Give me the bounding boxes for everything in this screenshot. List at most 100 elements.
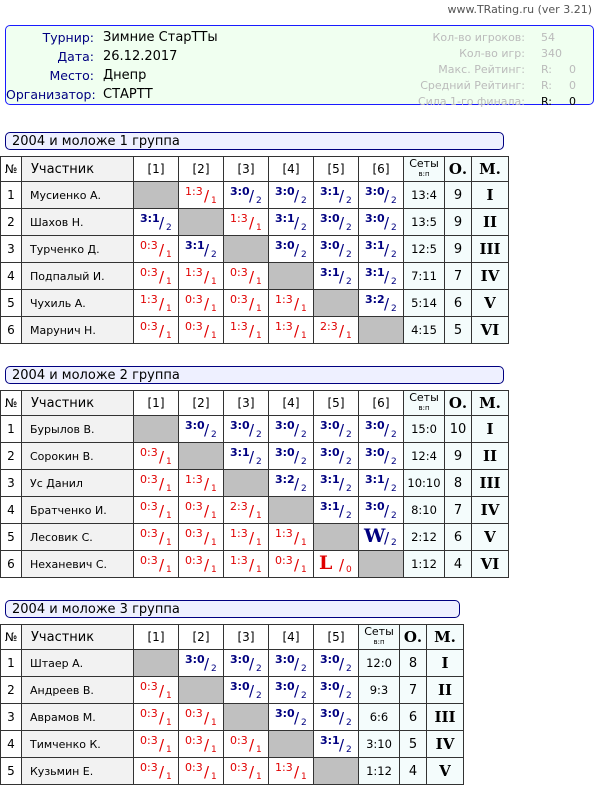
match-result-cell[interactable]: 3:0/2: [313, 442, 359, 470]
row-number: 4: [0, 262, 22, 290]
match-result-cell[interactable]: 3:0/2: [313, 415, 359, 443]
match-result-cell[interactable]: 3:0/2: [268, 649, 314, 677]
participant-name[interactable]: Подпалый И.: [21, 262, 134, 290]
participant-name[interactable]: Чухиль А.: [21, 289, 134, 317]
match-result-cell[interactable]: 1:3/1: [268, 523, 314, 551]
match-result-cell[interactable]: 0:3/1: [178, 523, 224, 551]
participant-name[interactable]: Ус Данил: [21, 469, 134, 497]
participant-name[interactable]: Сорокин В.: [21, 442, 134, 470]
match-result-cell[interactable]: 3:1/2: [133, 208, 179, 236]
match-result-cell[interactable]: 0:3/1: [178, 316, 224, 344]
match-result-cell[interactable]: 0:3/1: [178, 550, 224, 578]
match-result-cell[interactable]: 3:0/2: [358, 208, 404, 236]
match-result-cell[interactable]: 3:0/2: [313, 208, 359, 236]
match-result-cell[interactable]: 3:2/2: [358, 289, 404, 317]
match-result-cell[interactable]: 1:3/1: [223, 523, 269, 551]
participant-name[interactable]: Штаер А.: [21, 649, 134, 677]
match-result-cell[interactable]: 3:2/2: [268, 469, 314, 497]
match-result-cell[interactable]: 1:3/1: [223, 316, 269, 344]
match-result-cell[interactable]: 3:0/2: [268, 676, 314, 704]
match-result-cell[interactable]: 1:3/1: [268, 289, 314, 317]
match-result-cell[interactable]: 0:3/1: [178, 703, 224, 731]
match-result-cell[interactable]: 0:3/1: [178, 496, 224, 524]
match-result-cell[interactable]: 0:3/1: [133, 550, 179, 578]
match-result-cell[interactable]: 0:3/1: [133, 757, 179, 785]
match-result-cell[interactable]: 3:0/2: [223, 181, 269, 209]
match-result-cell[interactable]: L /0: [313, 550, 359, 578]
participant-name[interactable]: Неханевич С.: [21, 550, 134, 578]
match-result-cell[interactable]: 0:3/1: [133, 523, 179, 551]
participant-name[interactable]: Тимченко К.: [21, 730, 134, 758]
match-result-cell[interactable]: 3:0/2: [268, 442, 314, 470]
match-result-cell[interactable]: 3:0/2: [313, 703, 359, 731]
match-result-cell[interactable]: 3:0/2: [268, 181, 314, 209]
match-result-cell[interactable]: 1:3/1: [223, 550, 269, 578]
match-result-cell[interactable]: 3:0/2: [178, 415, 224, 443]
match-result-cell[interactable]: 1:3/1: [178, 181, 224, 209]
match-result-cell[interactable]: 3:1/2: [358, 235, 404, 263]
match-result-cell[interactable]: 3:1/2: [358, 469, 404, 497]
match-result-cell[interactable]: 1:3/1: [133, 289, 179, 317]
match-result-cell[interactable]: 3:0/2: [268, 235, 314, 263]
match-result-cell[interactable]: 0:3/1: [223, 757, 269, 785]
match-result-cell[interactable]: 3:1/2: [313, 730, 359, 758]
match-result-cell[interactable]: 0:3/1: [223, 289, 269, 317]
match-result-cell[interactable]: 3:1/2: [268, 208, 314, 236]
match-result-cell[interactable]: 3:1/2: [313, 262, 359, 290]
match-result-cell[interactable]: 0:3/1: [178, 757, 224, 785]
match-result-cell[interactable]: 0:3/1: [178, 289, 224, 317]
match-result-cell[interactable]: 3:0/2: [268, 703, 314, 731]
participant-name[interactable]: Мусиенко А.: [21, 181, 134, 209]
site-version[interactable]: www.TRating.ru (ver 3.21): [447, 3, 592, 16]
match-result-cell[interactable]: 0:3/1: [133, 469, 179, 497]
participant-name[interactable]: Андреев В.: [21, 676, 134, 704]
participant-name[interactable]: Аврамов М.: [21, 703, 134, 731]
participant-name[interactable]: Кузьмин Е.: [21, 757, 134, 785]
participant-name[interactable]: Бурылов В.: [21, 415, 134, 443]
participant-name[interactable]: Шахов Н.: [21, 208, 134, 236]
match-result-cell[interactable]: 1:3/1: [268, 757, 314, 785]
match-result-cell[interactable]: 0:3/1: [133, 442, 179, 470]
match-result-cell[interactable]: 3:0/2: [223, 649, 269, 677]
match-result-cell[interactable]: 3:0/2: [358, 415, 404, 443]
points-total: 9: [444, 235, 472, 263]
match-result-cell[interactable]: 2:3/1: [313, 316, 359, 344]
match-result-cell[interactable]: 1:3/1: [223, 208, 269, 236]
match-result-cell[interactable]: 3:0/2: [313, 676, 359, 704]
match-result-cell[interactable]: 1:3/1: [268, 316, 314, 344]
match-result-cell[interactable]: 3:1/2: [223, 442, 269, 470]
match-result-cell[interactable]: 0:3/1: [133, 730, 179, 758]
match-result-cell[interactable]: W/2: [358, 523, 404, 551]
match-result-cell[interactable]: 0:3/1: [223, 262, 269, 290]
match-result-cell[interactable]: 1:3/1: [178, 469, 224, 497]
match-result-cell[interactable]: 3:0/2: [313, 235, 359, 263]
match-result-cell[interactable]: 3:0/2: [223, 676, 269, 704]
match-result-cell[interactable]: 0:3/1: [268, 550, 314, 578]
match-result-cell[interactable]: 0:3/1: [133, 316, 179, 344]
match-result-cell[interactable]: 0:3/1: [133, 676, 179, 704]
match-result-cell[interactable]: 3:0/2: [358, 181, 404, 209]
match-result-cell[interactable]: 0:3/1: [133, 235, 179, 263]
match-result-cell[interactable]: 0:3/1: [133, 262, 179, 290]
match-result-cell[interactable]: 3:0/2: [358, 442, 404, 470]
match-result-cell[interactable]: 3:1/2: [178, 235, 224, 263]
match-result-cell[interactable]: 1:3/1: [178, 262, 224, 290]
match-result-cell[interactable]: 3:1/2: [313, 181, 359, 209]
match-result-cell[interactable]: 3:1/2: [358, 262, 404, 290]
match-result-cell[interactable]: 0:3/1: [223, 730, 269, 758]
match-result-cell[interactable]: 3:0/2: [358, 496, 404, 524]
match-result-cell[interactable]: 0:3/1: [178, 730, 224, 758]
match-result-cell[interactable]: 3:1/2: [313, 469, 359, 497]
match-result-cell[interactable]: 3:0/2: [268, 415, 314, 443]
participant-name[interactable]: Лесовик С.: [21, 523, 134, 551]
match-result-cell[interactable]: 3:0/2: [223, 415, 269, 443]
participant-name[interactable]: Братченко И.: [21, 496, 134, 524]
participant-name[interactable]: Турченко Д.: [21, 235, 134, 263]
match-result-cell[interactable]: 0:3/1: [133, 703, 179, 731]
match-result-cell[interactable]: 0:3/1: [133, 496, 179, 524]
participant-name[interactable]: Марунич Н.: [21, 316, 134, 344]
match-result-cell[interactable]: 3:1/2: [313, 496, 359, 524]
match-result-cell[interactable]: 3:0/2: [313, 649, 359, 677]
match-result-cell[interactable]: 3:0/2: [178, 649, 224, 677]
match-result-cell[interactable]: 2:3/1: [223, 496, 269, 524]
